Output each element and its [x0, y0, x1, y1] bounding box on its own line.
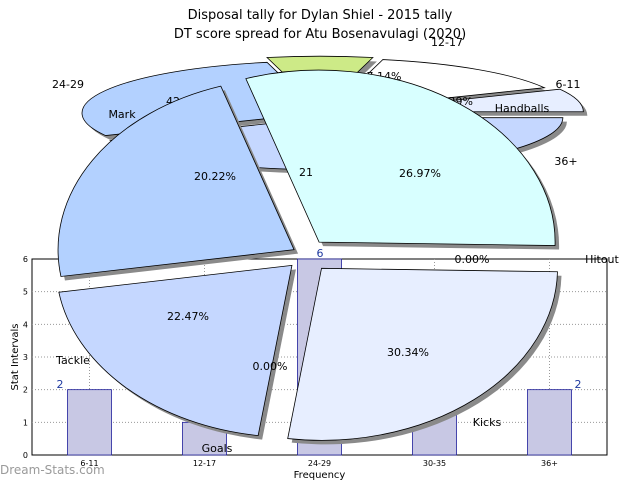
bar-value-label: 2: [575, 378, 582, 391]
pie-slice: [58, 264, 293, 437]
pie2-percent-label: 0.00%: [455, 253, 490, 266]
bar: [67, 389, 112, 456]
chart-labels: Disposal tally for Dylan Shiel - 2015 ta…: [0, 8, 466, 477]
y-tick-label: 3: [23, 353, 28, 362]
y-tick-label: 0: [23, 451, 28, 460]
pie-chart-dt-score: Hitout0.00%Kicks30.34%Goals0.00%Tackle22…: [55, 69, 620, 455]
pie-slice: [245, 69, 556, 246]
x-tick-label: 6-11: [80, 459, 98, 468]
x-tick-label: 36+: [541, 459, 558, 468]
y-tick-label: 2: [23, 386, 28, 395]
pie-slice: [57, 85, 295, 277]
bar: [527, 389, 572, 456]
pie2-category-label: Goals: [202, 442, 233, 455]
pie1-category-label: 6-11: [556, 78, 581, 91]
pie-slice: [287, 267, 558, 441]
x-tick-label: 12-17: [193, 459, 216, 468]
pie2-category-label: Kicks: [473, 416, 502, 429]
pie2-percent-label: 20.22%: [194, 170, 236, 183]
chart-title-disposals: Disposal tally for Dylan Shiel - 2015 ta…: [188, 8, 453, 23]
y-tick-label: 6: [23, 255, 28, 264]
watermark: Dream-Stats.com: [0, 463, 105, 477]
pie1-category-label: 36+: [554, 155, 577, 168]
pie1-category-label: 12-17: [431, 36, 463, 49]
pie2-partial-label: 21: [299, 166, 313, 179]
y-axis-label: Stat Intervals: [10, 323, 21, 390]
pie2-percent-label: 22.47%: [167, 310, 209, 323]
pie2-percent-label: 0.00%: [253, 360, 288, 373]
y-tick-label: 5: [23, 288, 28, 297]
bar-value-label: 2: [57, 378, 64, 391]
pie1-category-label: 24-29: [52, 78, 84, 91]
pie2-category-label: Hitout: [585, 253, 619, 266]
y-tick-label: 1: [23, 418, 28, 427]
x-tick-label: 30-35: [423, 459, 446, 468]
pie2-percent-label: 26.97%: [399, 167, 441, 180]
pie-slices: [57, 69, 558, 441]
x-tick-label: 24-29: [308, 459, 331, 468]
pie2-category-label: Tackle: [55, 354, 90, 367]
pie2-labels: Hitout0.00%Kicks30.34%Goals0.00%Tackle22…: [55, 166, 619, 455]
chart-title-dt-score: DT score spread for Atu Bosenavulagi (20…: [174, 27, 466, 42]
pie2-percent-label: 30.34%: [387, 346, 429, 359]
x-axis-label: Frequency: [294, 470, 346, 480]
y-tick-label: 4: [23, 320, 28, 329]
bar-value-label: 6: [317, 247, 324, 260]
pie1-annotation: Mark: [108, 108, 136, 121]
pie1-annotation: Handballs: [495, 102, 550, 115]
